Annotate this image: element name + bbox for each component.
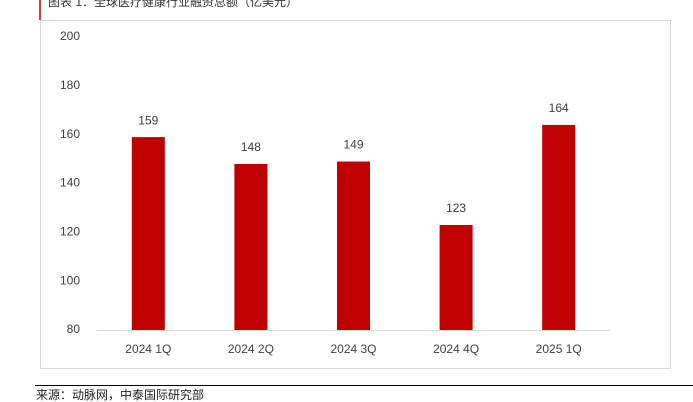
x-tick-label: 2024 4Q [433,342,479,356]
data-label: 123 [446,201,466,215]
bar [234,163,268,330]
x-tick-label: 2024 1Q [125,342,171,356]
y-tick-label: 160 [60,127,80,141]
y-tick-label: 140 [60,176,80,190]
chart-frame [40,20,671,369]
data-label: 159 [138,113,158,127]
chart-title: 图表 1：全球医疗健康行业融资总额（亿美元） [48,0,298,9]
x-tick-label: 2024 2Q [228,342,274,356]
data-label: 148 [241,140,261,154]
source: 来源：动脉网，中泰国际研究部 [36,387,204,402]
y-tick-label: 100 [60,273,80,287]
bar [337,161,370,330]
data-label: 149 [343,138,363,152]
y-tick-label: 180 [60,78,80,92]
bar [542,124,576,331]
y-tick-label: 80 [67,322,81,336]
bar [439,225,473,330]
x-tick-label: 2025 1Q [536,342,582,356]
y-tick-label: 200 [60,29,80,43]
x-tick-label: 2024 3Q [330,342,376,356]
bar [131,137,165,330]
y-tick-label: 120 [60,225,80,239]
data-label: 164 [549,101,569,115]
